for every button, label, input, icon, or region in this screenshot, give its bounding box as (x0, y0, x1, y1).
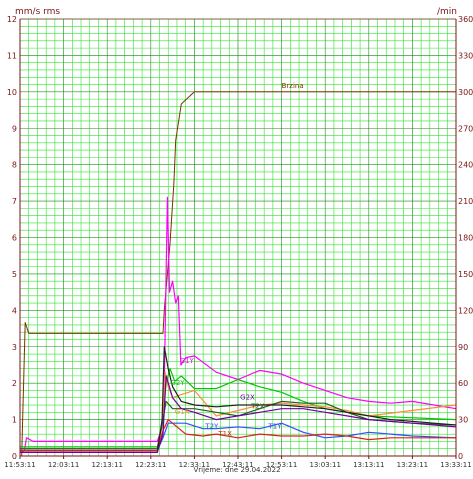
series-label-g1x: G1X (175, 408, 190, 416)
y-right-tick-label: 120 (458, 306, 473, 315)
y-left-tick-label: 12 (7, 15, 17, 24)
y-left-tick-label: 8 (12, 161, 17, 170)
x-axis-label: Vrijeme: dne 29.04.2022 (193, 466, 280, 474)
y-right-tick-label: 0 (458, 452, 463, 461)
y-right-tick-label: 30 (458, 416, 468, 425)
axis-layer: 0123456789101112030609012015018021024027… (4, 15, 473, 469)
y-right-tick-label: 60 (458, 379, 468, 388)
y-right-tick-label: 180 (458, 234, 473, 243)
y-axis-left-label: mm/s rms (15, 7, 60, 17)
y-right-tick-label: 90 (458, 343, 468, 352)
series-line-unnamed-7 (20, 346, 457, 453)
y-right-tick-label: 150 (458, 270, 473, 279)
x-tick-label: 12:43:11 (222, 461, 253, 469)
y-left-tick-label: 2 (12, 379, 17, 388)
y-left-tick-label: 6 (12, 234, 17, 243)
x-tick-label: 13:33:11 (440, 461, 471, 469)
y-right-tick-label: 330 (458, 51, 473, 60)
series-line-unnamed-8 (20, 375, 457, 453)
y-axis-right-label: /min (437, 7, 457, 17)
series-label-g2x: G2X (240, 394, 255, 402)
y-right-tick-label: 210 (458, 197, 473, 206)
y-left-tick-label: 3 (12, 343, 17, 352)
x-tick-label: 13:03:11 (309, 461, 340, 469)
y-right-tick-label: 240 (458, 161, 473, 170)
series-label-g1y: G1Y (180, 357, 195, 365)
y-left-tick-label: 0 (12, 452, 17, 461)
series-label-t1y: T1Y (268, 423, 283, 431)
x-tick-label: 12:33:11 (179, 461, 210, 469)
y-right-tick-label: 360 (458, 15, 473, 24)
x-tick-label: 13:13:11 (353, 461, 384, 469)
series-line-g1y (19, 196, 457, 453)
series-label-t2y: T2Y (204, 423, 219, 431)
series-label-t1x: T1X (217, 430, 232, 438)
x-tick-label: 12:13:11 (91, 461, 122, 469)
y-left-tick-label: 4 (12, 306, 17, 315)
x-tick-label: 13:23:11 (397, 461, 428, 469)
series-layer (19, 91, 457, 457)
y-left-tick-label: 1 (12, 416, 17, 425)
x-tick-label: 12:53:11 (266, 461, 297, 469)
series-line-brzina (20, 91, 456, 457)
x-tick-label: 12:03:11 (48, 461, 79, 469)
y-left-tick-label: 11 (7, 51, 17, 60)
series-line-t1x (20, 419, 456, 452)
x-tick-label: 12:23:11 (135, 461, 166, 469)
y-right-tick-label: 300 (458, 88, 473, 97)
x-tick-label: 11:53:11 (4, 461, 35, 469)
series-label-brzina: Brzina (282, 82, 304, 90)
grid-layer (19, 18, 457, 457)
y-right-tick-label: 270 (458, 124, 473, 133)
y-left-tick-label: 5 (12, 270, 17, 279)
y-left-tick-label: 7 (12, 197, 17, 206)
y-left-tick-label: 9 (12, 124, 17, 133)
series-label-t2x: T2X (250, 403, 265, 411)
series-label-g2y: G2Y (170, 379, 185, 387)
y-left-tick-label: 10 (7, 88, 17, 97)
series-line-t2y (20, 422, 457, 452)
